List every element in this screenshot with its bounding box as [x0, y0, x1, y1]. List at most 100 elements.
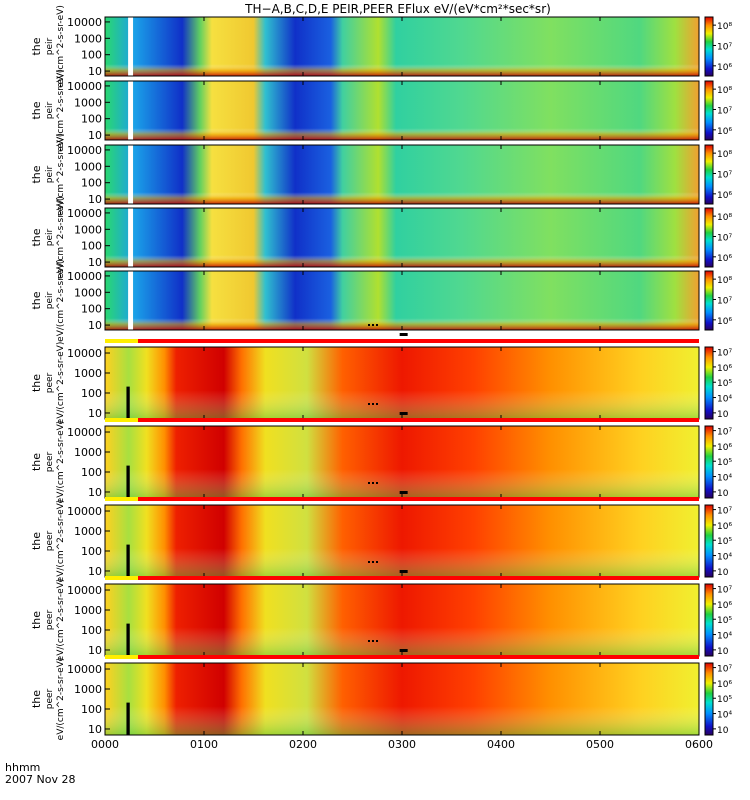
x-tick-label: 0200	[289, 738, 317, 751]
color-bar-tick-label: 10⁷	[717, 233, 732, 243]
y-axis-label-product: peer	[45, 530, 55, 551]
y-tick-label: 1000	[74, 367, 102, 380]
panel-electron-b: 10100100010000the peer eV/(cm^2-s-sr-eV) 10…	[30, 404, 732, 503]
y-tick-label: 10000	[67, 80, 102, 93]
y-axis-label-units: eV/(cm^2-s-sr-eV)	[56, 259, 66, 342]
data-gap	[126, 387, 129, 419]
color-bar-tick-label: 10⁷	[717, 586, 732, 596]
y-tick-label: 10	[88, 723, 102, 736]
y-tick-label: 10000	[67, 270, 102, 283]
color-bar-tick-label: 10⁴	[717, 711, 732, 721]
color-bar-tick-label: 10⁷	[717, 296, 732, 306]
color-bar-tick-label: 10⁴	[717, 474, 732, 484]
color-bar-tick-label: 10⁷	[717, 106, 732, 116]
y-tick-label: 1000	[74, 683, 102, 696]
color-bar-tick-label: 10⁷	[717, 42, 732, 52]
data-gap	[128, 145, 133, 204]
panel-electron-e: 10 100 1000 10000 the peer eV/(cm^2-s-sr-eV) 10…	[30, 641, 732, 740]
panel-electron-c: 10 100 1000 10000 the peer eV/(cm^2-s-sr-eV) 10…	[30, 483, 732, 582]
color-bar-tick-label: 10⁳	[717, 726, 729, 736]
color-bar	[705, 145, 713, 204]
y-axis-label-product: peer	[45, 451, 55, 472]
color-bar	[705, 505, 713, 577]
mode-bar-segment	[138, 576, 699, 580]
mode-bar-marker	[400, 333, 408, 336]
y-tick-label: 10000	[67, 663, 102, 676]
y-axis-label-probe: the	[30, 690, 43, 708]
spectrogram-shading	[105, 426, 699, 498]
y-tick-label: 1000	[74, 286, 102, 299]
color-bar	[705, 347, 713, 419]
color-bar	[705, 584, 713, 656]
y-tick-label: 1000	[74, 446, 102, 459]
color-bar-tick-label: 10⁸	[717, 150, 732, 160]
spectrogram-shading	[105, 347, 699, 419]
y-tick-label: 100	[81, 466, 102, 479]
y-axis-label-probe: the	[30, 611, 43, 629]
y-tick-label: 100	[81, 177, 102, 190]
y-tick-label: 10	[88, 193, 102, 206]
y-axis-label-probe: the	[30, 291, 43, 309]
data-gap	[128, 17, 133, 76]
color-bar-tick-label: 10⁳	[717, 489, 729, 499]
color-bar	[705, 663, 713, 735]
color-bar-tick-label: 10⁶	[717, 63, 732, 73]
y-tick-label: 10	[88, 486, 102, 499]
panel-ion-a: 10100100010000the peir eV/(cm^2-s-sr-eV) 10…	[30, 5, 732, 88]
color-bar-tick-label: 10⁶	[717, 127, 732, 137]
y-tick-label: 100	[81, 240, 102, 253]
color-bar	[705, 208, 713, 267]
color-bar-tick-label: 10⁴	[717, 632, 732, 642]
spectrogram-shading	[105, 505, 699, 577]
color-bar	[705, 81, 713, 140]
y-tick-label: 10000	[67, 16, 102, 29]
mode-bar-segment	[105, 655, 138, 659]
color-bar-tick-label: 10⁶	[717, 364, 732, 374]
y-axis-label-probe: the	[30, 165, 43, 183]
y-axis-label-probe: the	[30, 453, 43, 471]
y-tick-label: 10000	[67, 144, 102, 157]
color-bar-tick-label: 10⁴	[717, 553, 732, 563]
panel-ion-d: 10 100 1000 10000 the peir eV/(cm^2-s-sr-eV) 10…	[30, 196, 732, 279]
color-bar-tick-label: 10⁴	[717, 395, 732, 405]
y-tick-label: 10000	[67, 207, 102, 220]
color-bar	[705, 17, 713, 76]
x-tick-label: 0100	[190, 738, 218, 751]
y-tick-label: 10	[88, 407, 102, 420]
y-axis-label-product: peir	[45, 37, 55, 55]
color-bar-tick-label: 10⁶	[717, 317, 732, 327]
y-tick-label: 1000	[74, 96, 102, 109]
color-bar-tick-label: 10⁵	[717, 537, 732, 547]
color-bar-tick-label: 10⁶	[717, 254, 732, 264]
y-tick-label: 10	[88, 256, 102, 269]
data-gap	[128, 81, 133, 140]
y-axis-label-probe: the	[30, 37, 43, 55]
chart-title: TH−A,B,C,D,E PEIR,PEER EFlux eV/(eV*cm²*…	[244, 2, 551, 16]
y-tick-label: 100	[81, 113, 102, 126]
mode-bar-segment	[105, 497, 138, 501]
color-bar-tick-label: 10⁶	[717, 680, 732, 690]
y-axis-label-probe: the	[30, 374, 43, 392]
spectrogram-shading	[105, 145, 699, 204]
mode-bar-marker	[400, 649, 408, 652]
color-bar-tick-label: 10⁵	[717, 379, 732, 389]
y-tick-label: 1000	[74, 32, 102, 45]
panel-electron-a: 10100100010000the peer eV/(cm^2-s-sr-eV) 10…	[30, 325, 732, 424]
color-bar-tick-label: 10⁶	[717, 191, 732, 201]
y-axis-label-probe: the	[30, 101, 43, 119]
y-tick-label: 1000	[74, 604, 102, 617]
color-bar-tick-label: 10⁷	[717, 428, 732, 438]
panel-electron-d: 10 100 1000 10000 the peer eV/(cm^2-s-sr-eV) 10…	[30, 562, 732, 661]
y-tick-label: 10000	[67, 347, 102, 360]
data-gap	[126, 624, 129, 656]
mode-bar-segment	[138, 339, 699, 343]
panel-ion-e: 10 100 1000 10000 the peir eV/(cm^2-s-sr-eV) 10…	[30, 259, 732, 342]
y-tick-label: 100	[81, 303, 102, 316]
data-gap	[128, 271, 133, 330]
y-axis-label-units: eV/(cm^2-s-sr-eV)	[56, 500, 66, 583]
y-axis-label-product: peer	[45, 372, 55, 393]
color-bar-tick-label: 10⁸	[717, 276, 732, 286]
color-bar	[705, 426, 713, 498]
x-tick-label: 0500	[586, 738, 614, 751]
y-tick-label: 10000	[67, 505, 102, 518]
